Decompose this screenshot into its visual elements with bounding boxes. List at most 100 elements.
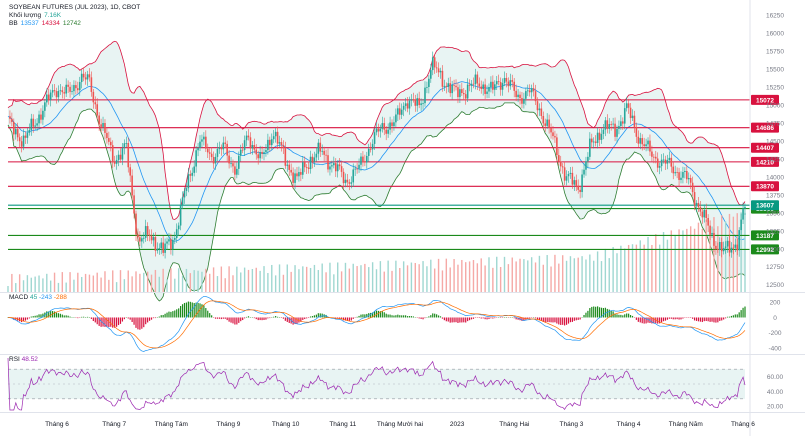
- candle-body: [497, 81, 500, 82]
- candle-body: [486, 91, 488, 94]
- macd-histogram-bar: [164, 313, 166, 318]
- macd-pane[interactable]: [7, 295, 746, 352]
- candle-body: [319, 142, 322, 152]
- macd-histogram-bar: [641, 317, 643, 324]
- macd-histogram-bar: [544, 317, 546, 323]
- candle-body: [127, 142, 130, 168]
- candle-body: [538, 108, 541, 111]
- macd-histogram-bar: [108, 317, 110, 328]
- candle-body: [730, 247, 733, 253]
- candle-body: [28, 129, 31, 133]
- volume-bar: [565, 260, 568, 292]
- candle-body: [654, 156, 657, 159]
- macd-histogram-bar: [579, 317, 581, 320]
- candle-body: [369, 148, 372, 150]
- volume-bar: [488, 257, 490, 292]
- macd-histogram-bar: [317, 313, 319, 318]
- volume-bar: [472, 260, 475, 292]
- macd-histogram-bar: [81, 316, 83, 318]
- candle-body: [715, 245, 717, 249]
- macd-histogram-bar: [552, 317, 554, 323]
- candle-body: [104, 123, 106, 133]
- candle-body: [222, 142, 225, 150]
- macd-histogram-bar: [404, 315, 407, 318]
- volume-bar: [177, 268, 180, 292]
- macd-histogram-bar: [391, 315, 393, 318]
- volume-bar: [224, 278, 226, 292]
- volume-bar: [523, 259, 525, 292]
- candle-body: [552, 132, 554, 137]
- candle-body: [464, 94, 467, 99]
- rsi-pane[interactable]: [7, 357, 746, 411]
- macd-histogram-bar: [123, 317, 125, 320]
- volume-bar: [317, 270, 320, 292]
- candle-body: [505, 77, 508, 82]
- volume-bar: [115, 282, 118, 292]
- candle-body: [554, 136, 556, 138]
- candle-body: [109, 141, 112, 146]
- candle-body: [724, 246, 727, 249]
- volume-bar: [433, 268, 436, 292]
- macd-histogram-bar: [682, 317, 684, 319]
- volume-bar: [608, 258, 610, 292]
- candle-body: [45, 94, 48, 103]
- candle-body: [98, 115, 100, 125]
- macd-histogram-bar: [172, 311, 174, 318]
- macd-histogram-bar: [63, 315, 65, 318]
- candle-body: [129, 167, 131, 176]
- macd-hist: -243: [39, 294, 53, 301]
- candle-body: [162, 242, 164, 253]
- macd-histogram-bar: [732, 315, 734, 318]
- candle-body: [645, 144, 647, 147]
- volume-bar: [185, 268, 188, 292]
- candle-body: [550, 127, 552, 133]
- candle-body: [604, 120, 607, 130]
- candle-body: [507, 81, 510, 87]
- macd-histogram-bar: [296, 317, 298, 324]
- candle-body: [278, 142, 281, 144]
- candle-body: [373, 132, 376, 144]
- macd-histogram-bar: [67, 315, 69, 318]
- macd-histogram-bar: [556, 317, 558, 324]
- main-price-pane[interactable]: 1507214686144071421013870135601318712992…: [7, 40, 779, 302]
- macd-histogram-bar: [622, 315, 624, 318]
- macd-histogram-bar: [191, 302, 193, 318]
- candle-body: [280, 142, 283, 146]
- macd-histogram-bar: [643, 317, 645, 324]
- candle-body: [633, 115, 636, 127]
- volume-bar: [333, 274, 335, 292]
- candle-body: [199, 141, 201, 148]
- candle-body: [728, 240, 731, 253]
- candle-body: [201, 139, 203, 142]
- volume-value: 7.16K: [44, 12, 62, 19]
- macd-histogram-bar: [234, 317, 236, 325]
- candle-body: [616, 128, 618, 137]
- candle-body: [435, 67, 438, 69]
- resistance-level-tag: [751, 122, 779, 133]
- macd-histogram-bar: [209, 313, 211, 318]
- candle-body: [575, 180, 578, 186]
- candle-body: [589, 138, 591, 157]
- candle-body: [734, 244, 737, 248]
- candle-body: [150, 235, 153, 241]
- macd-histogram-bar: [484, 317, 486, 320]
- candle-body: [596, 132, 599, 143]
- volume-bar: [697, 222, 700, 292]
- macd-histogram-bar: [488, 317, 490, 320]
- volume-bar: [453, 259, 455, 292]
- candle-body: [327, 155, 329, 170]
- volume-bar: [674, 234, 676, 292]
- macd-histogram-bar: [701, 317, 703, 323]
- macd-histogram-bar: [377, 310, 380, 318]
- candle-body: [528, 90, 531, 93]
- macd-histogram-bar: [616, 314, 618, 318]
- macd-histogram-bar: [395, 315, 397, 318]
- candle-body: [82, 73, 85, 78]
- candle-body: [358, 164, 360, 169]
- volume-bar: [158, 276, 160, 292]
- candle-body: [208, 152, 211, 154]
- macd-histogram-bar: [366, 313, 368, 318]
- candle-body: [420, 103, 422, 106]
- candle-body: [744, 206, 746, 209]
